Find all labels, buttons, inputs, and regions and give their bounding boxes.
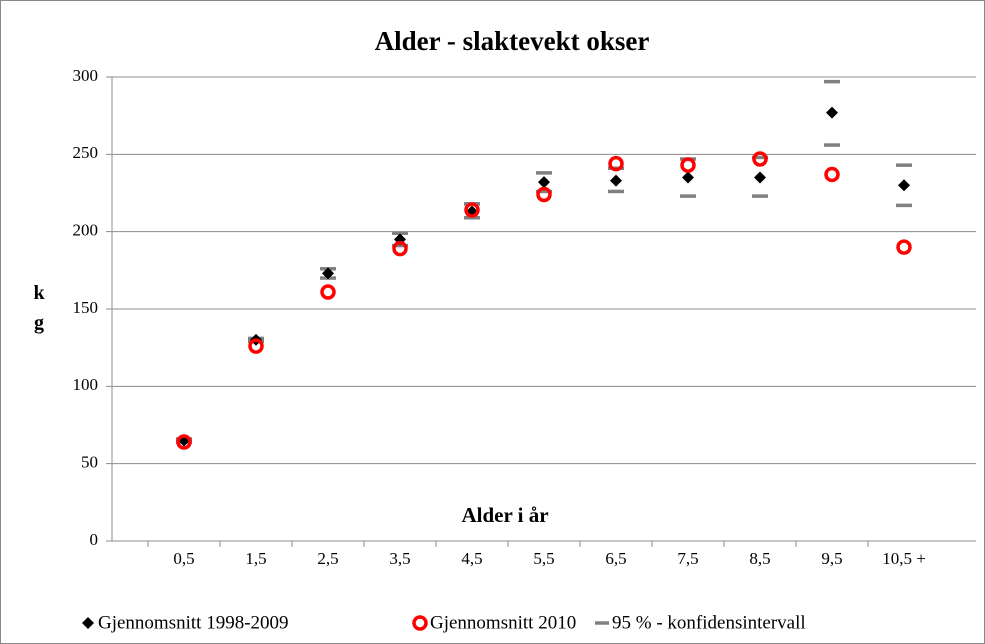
legend-label: Gjennomsnitt 2010 [430,612,576,633]
y-tick-label: 300 [73,66,99,85]
circle-point [248,338,264,354]
circle-point [464,202,480,218]
x-annotation: Alder i år [461,503,548,527]
x-tick-label: 6,5 [605,549,626,568]
diamond-point [754,171,766,184]
x-tick-label: 4,5 [461,549,482,568]
x-tick-label: 1,5 [245,549,266,568]
x-tick-label: 10,5 + [882,549,926,568]
x-tick-label: 7,5 [677,549,698,568]
circle-point [824,166,840,183]
x-tick-label: 2,5 [317,549,338,568]
y-tick-label: 0 [90,530,99,549]
x-tick-label: 3,5 [389,549,410,568]
y-tick-label: 100 [73,375,99,394]
y-tick-label: 50 [81,453,98,472]
x-tick-label: 5,5 [533,549,554,568]
y-tick-label: 200 [73,221,99,240]
diamond-point [610,174,622,187]
legend-marker [82,617,94,629]
y-axis-label: kg [28,282,50,342]
circle-point [608,155,624,172]
circle-point [536,186,552,203]
x-tick-label: 8,5 [749,549,770,568]
diamond-point [826,106,838,119]
y-tick-label: 150 [73,298,99,317]
circle-point [392,240,408,257]
legend-label: 95 % - konfidensintervall [612,612,806,633]
x-tick-label: 0,5 [173,549,194,568]
chart-title: Alder - slaktevekt okser [375,26,650,56]
y-tick-label: 250 [73,143,99,162]
circle-point [752,151,768,167]
diamond-point [322,267,334,280]
diamond-point [898,179,910,192]
x-tick-label: 9,5 [821,549,842,568]
diamond-point [538,176,550,189]
diamond-point [682,171,694,184]
legend-marker [412,615,428,631]
circle-point [320,284,336,300]
legend-label: Gjennomsnitt 1998-2009 [98,612,289,633]
circle-point [680,157,696,173]
circle-point [176,434,192,450]
circle-point [896,239,912,255]
